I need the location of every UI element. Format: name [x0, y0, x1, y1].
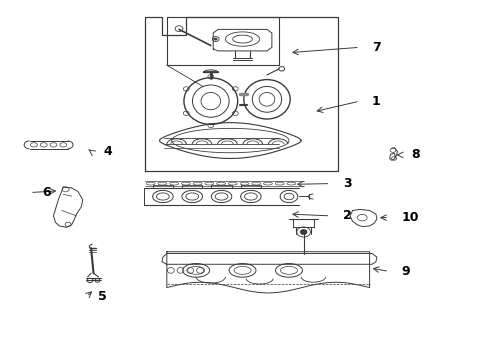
Text: 4: 4 — [103, 145, 112, 158]
Circle shape — [300, 229, 307, 234]
Text: 1: 1 — [372, 95, 381, 108]
Text: 9: 9 — [401, 265, 410, 278]
Text: 2: 2 — [343, 210, 351, 222]
Text: 8: 8 — [411, 148, 420, 161]
Circle shape — [214, 38, 217, 40]
Text: 5: 5 — [98, 290, 107, 303]
Text: 7: 7 — [372, 41, 381, 54]
Text: 10: 10 — [401, 211, 419, 224]
Text: 3: 3 — [343, 177, 351, 190]
Text: 6: 6 — [42, 186, 51, 199]
